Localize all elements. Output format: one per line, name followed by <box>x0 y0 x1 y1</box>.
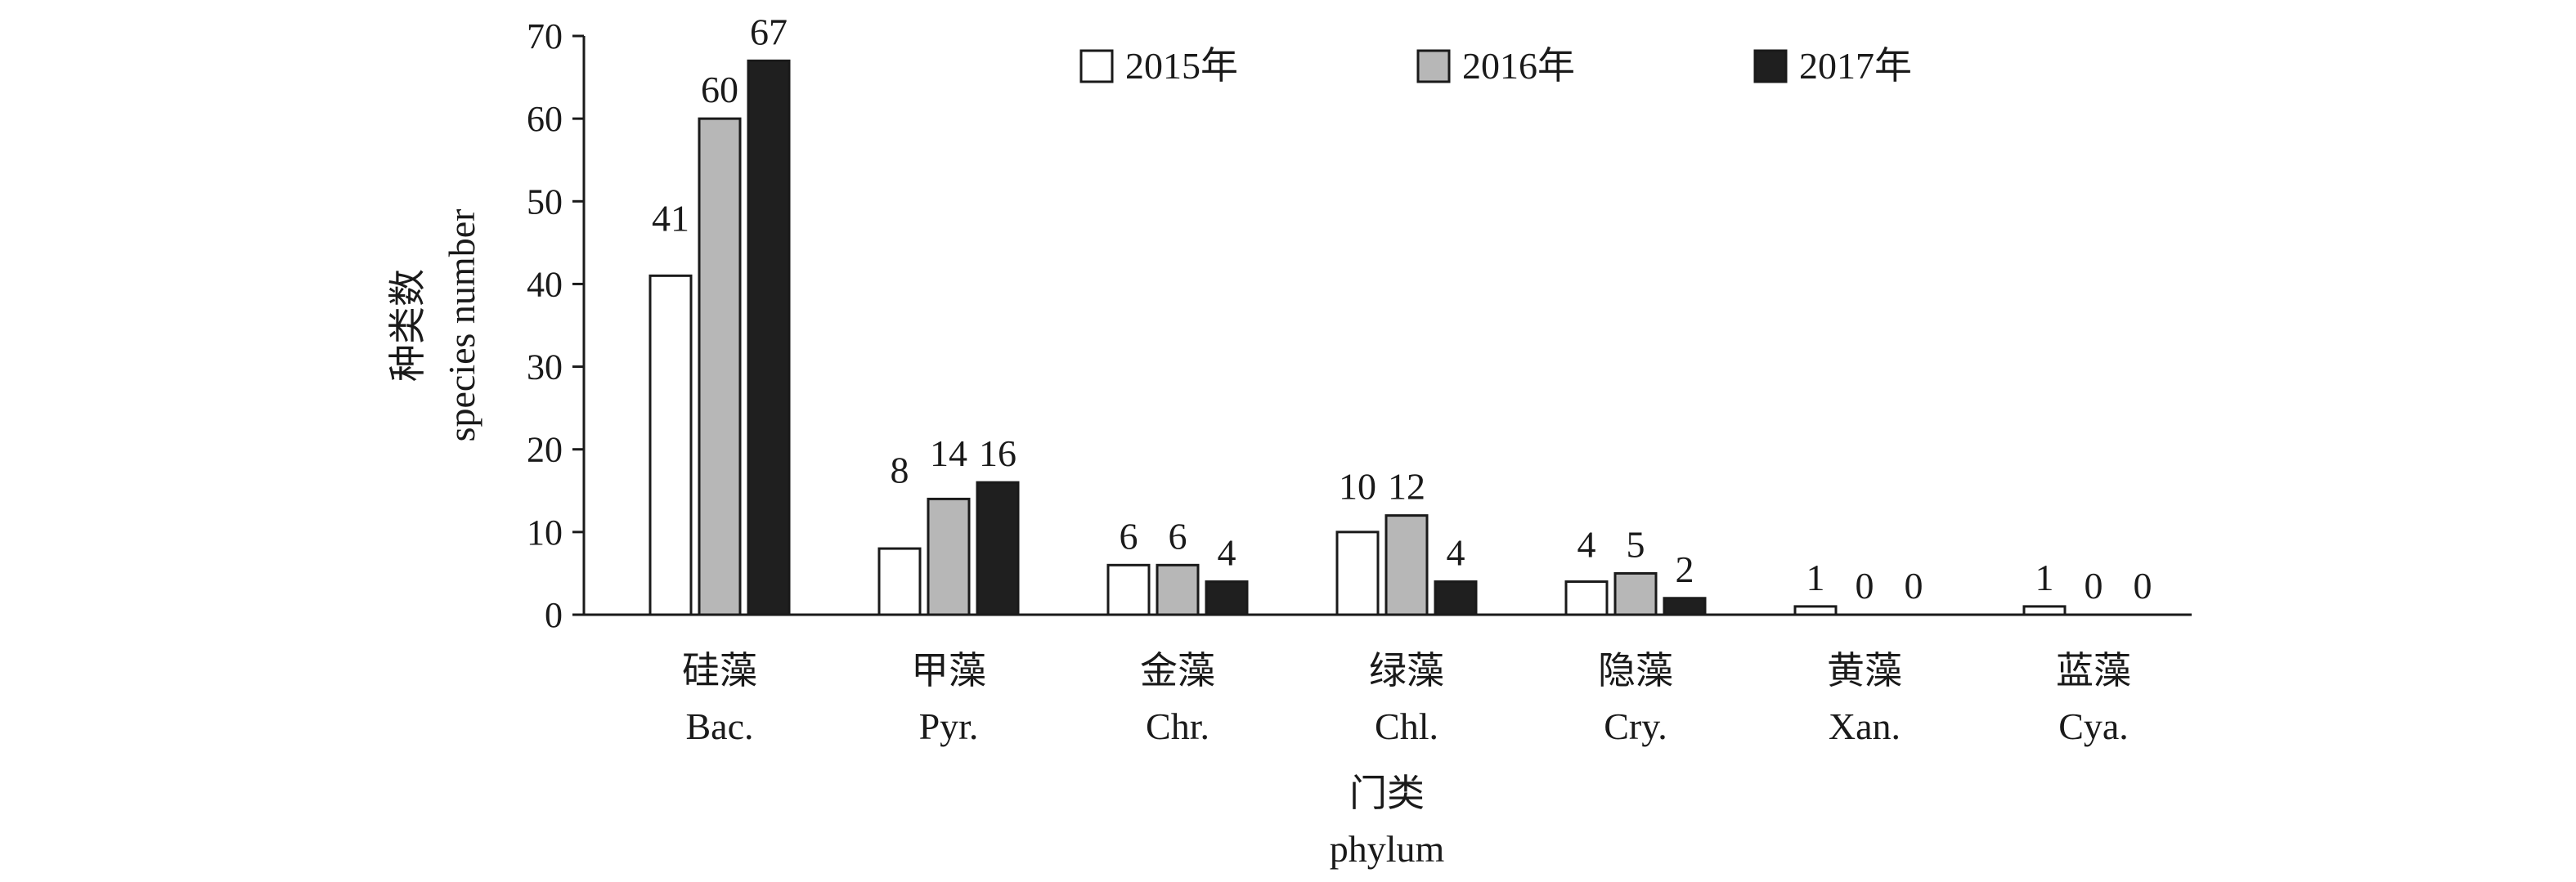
bar <box>1793 605 1838 616</box>
data-label: 12 <box>1388 466 1425 508</box>
y-tick-label: 20 <box>527 430 563 470</box>
bar <box>1613 571 1658 616</box>
bar <box>1434 580 1478 616</box>
data-label: 2 <box>1676 548 1694 590</box>
bar <box>1205 580 1249 616</box>
data-label: 4 <box>1218 532 1236 574</box>
data-label: 10 <box>1339 466 1376 508</box>
x-tick-label-en: Bac. <box>685 705 753 747</box>
bar <box>1384 514 1429 616</box>
bar <box>1335 531 1380 616</box>
x-tick-label-en: Cya. <box>2058 705 2129 747</box>
x-tick-label-en: Xan. <box>1829 705 1901 747</box>
x-tick-label-en: Pyr. <box>919 705 979 747</box>
data-label: 60 <box>701 69 738 110</box>
bar <box>2022 605 2067 616</box>
data-label: 8 <box>891 449 909 490</box>
axis-titles: 种类数 species number 门类 phylum <box>387 209 1444 870</box>
legend: 2015年 2016年 2017年 <box>1079 45 1912 87</box>
data-label: 4 <box>1447 532 1465 574</box>
legend-label: 2017年 <box>1799 45 1912 87</box>
data-label: 1 <box>2035 557 2054 598</box>
data-label: 0 <box>1856 565 1874 607</box>
x-tick-label-en: Cry. <box>1604 705 1667 747</box>
data-label: 16 <box>979 432 1016 474</box>
legend-swatch <box>1416 49 1451 83</box>
x-tick-label-zh: 黄藻 <box>1827 650 1902 692</box>
x-tick-label-en: Chr. <box>1146 705 1209 747</box>
x-tick-label-zh: 蓝藻 <box>2056 650 2131 692</box>
data-label: 4 <box>1577 523 1596 565</box>
bars <box>648 59 2067 616</box>
y-axis-title: 种类数 species number <box>387 209 482 442</box>
bar <box>747 59 791 616</box>
data-label: 5 <box>1627 523 1645 565</box>
legend-swatch <box>1753 49 1788 83</box>
bar <box>877 547 922 616</box>
x-tick-label-zh: 金藻 <box>1140 650 1215 692</box>
x-tick-label-zh: 绿藻 <box>1369 650 1444 692</box>
x-tick-label-zh: 硅藻 <box>682 650 757 692</box>
legend-label: 2015年 <box>1125 45 1238 87</box>
data-label: 6 <box>1169 515 1187 557</box>
legend-swatch <box>1079 49 1114 83</box>
data-label: 0 <box>1905 565 1923 607</box>
data-label: 0 <box>2134 565 2152 607</box>
y-tick-label: 50 <box>527 181 563 222</box>
x-tick-label-zh: 隐藻 <box>1598 650 1673 692</box>
x-tick-label-zh: 甲藻 <box>911 650 986 692</box>
bar <box>1663 597 1707 616</box>
x-axis-title-zh: 门类 <box>1349 772 1425 814</box>
data-label: 14 <box>930 432 967 474</box>
data-label: 1 <box>1806 557 1825 598</box>
y-tick-label: 0 <box>545 595 563 635</box>
y-axis-title-zh: 种类数 <box>387 269 429 382</box>
data-label: 67 <box>750 11 788 52</box>
bar <box>1106 563 1151 616</box>
legend-label: 2016年 <box>1462 45 1575 87</box>
y-axis-title-en: species number <box>441 209 482 442</box>
category-labels: 硅藻 Bac. 甲藻 Pyr. 金藻 Chr. 绿藻 Chl. 隐藻 Cry. 黄藻 Xan. 蓝藻 Cy… <box>682 650 2131 747</box>
y-tick-label: 30 <box>527 347 563 387</box>
y-tick-label: 10 <box>527 513 563 553</box>
data-label: 6 <box>1120 515 1138 557</box>
bar <box>976 481 1020 616</box>
x-axis-title-en: phylum <box>1330 828 1445 870</box>
x-tick-label-en: Chl. <box>1375 705 1438 747</box>
data-label: 0 <box>2085 565 2103 607</box>
bar <box>698 117 742 616</box>
y-tick-label: 60 <box>527 99 563 139</box>
y-axis: 0 10 20 30 40 50 60 70 <box>527 16 586 635</box>
y-tick-label: 70 <box>527 16 563 56</box>
y-tick-label: 40 <box>527 264 563 304</box>
data-label: 41 <box>652 197 689 239</box>
bar <box>927 497 971 616</box>
bar <box>648 274 693 616</box>
bar <box>1156 563 1200 616</box>
bar <box>1564 580 1609 616</box>
